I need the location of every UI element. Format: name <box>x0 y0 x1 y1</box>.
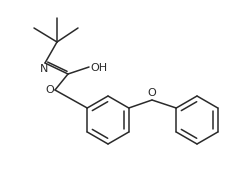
Text: OH: OH <box>90 63 107 73</box>
Text: N: N <box>40 64 48 74</box>
Text: O: O <box>45 85 54 95</box>
Text: O: O <box>148 88 156 98</box>
